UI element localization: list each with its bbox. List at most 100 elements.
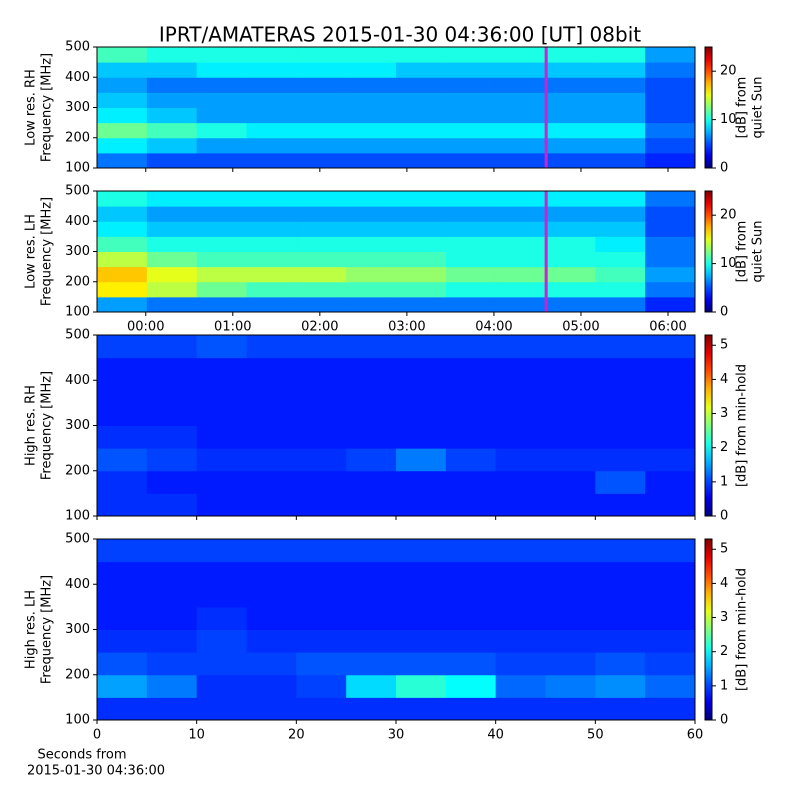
- heatmap-cell: [396, 107, 447, 124]
- heatmap-cell: [445, 697, 497, 721]
- heatmap-cell: [196, 448, 247, 472]
- colorbar-label: [dB] from: [735, 221, 750, 283]
- heatmap-cell: [396, 697, 447, 721]
- heatmap-cell: [346, 92, 397, 108]
- colorbar-tick-label: 1: [720, 678, 728, 693]
- heatmap-cell: [495, 191, 546, 207]
- x-tick-label: 06:00: [649, 320, 686, 335]
- heatmap-cell: [246, 402, 297, 426]
- heatmap-cell: [545, 674, 596, 698]
- heatmap-cell: [146, 152, 198, 169]
- heatmap-cell: [97, 281, 148, 298]
- colorbar-tick-label: 5: [720, 542, 728, 557]
- colorbar-tick-label: 4: [720, 372, 728, 387]
- heatmap-cell: [97, 122, 148, 139]
- heatmap-cell: [97, 380, 148, 404]
- heatmap-cell: [396, 77, 447, 93]
- heatmap-cell: [246, 266, 297, 283]
- heatmap-cell: [296, 539, 347, 563]
- heatmap-cell: [246, 357, 297, 381]
- heatmap-cell: [97, 62, 148, 78]
- heatmap-cell: [445, 629, 497, 653]
- y-tick-label: 400: [65, 373, 90, 388]
- y-tick-label: 100: [65, 161, 90, 176]
- heatmap-cell: [296, 470, 347, 494]
- colorbar-tick-label: 0: [720, 713, 728, 728]
- heatmap-cell: [445, 251, 497, 268]
- heatmap-cell: [97, 561, 148, 585]
- heatmap-cell: [146, 266, 198, 283]
- heatmap-cell: [346, 62, 397, 78]
- y-tick-label: 500: [65, 532, 90, 547]
- colorbar-tick-label: 0: [720, 161, 728, 176]
- heatmap-cell: [645, 206, 696, 222]
- heatmap-cell: [246, 77, 297, 93]
- y-axis-label: Low res. RH: [24, 69, 39, 146]
- heatmap-cell: [445, 425, 497, 449]
- heatmap-cell: [246, 380, 297, 404]
- heatmap-cell: [545, 296, 596, 313]
- heatmap-cell: [495, 652, 546, 676]
- heatmap-cell: [296, 448, 347, 472]
- heatmap-cell: [296, 152, 347, 169]
- heatmap-cell: [495, 629, 546, 653]
- heatmap-cell: [246, 62, 297, 78]
- colorbar-tick-label: 3: [720, 406, 728, 421]
- heatmap-cell: [346, 402, 397, 426]
- heatmap-cell: [296, 251, 347, 268]
- heatmap-cell: [495, 697, 546, 721]
- heatmap-cell: [246, 191, 297, 207]
- heatmap-cell: [545, 652, 596, 676]
- heatmap-cell: [396, 425, 447, 449]
- y-tick-label: 200: [65, 130, 90, 145]
- colorbar-label: [dB] from: [735, 77, 750, 139]
- heatmap-cell: [545, 425, 596, 449]
- heatmap-cell: [346, 357, 397, 381]
- heatmap-cell: [246, 251, 297, 268]
- y-tick-label: 500: [65, 40, 90, 55]
- heatmap-cell: [246, 137, 297, 154]
- heatmap-cell: [196, 296, 247, 313]
- heatmap-cell: [97, 448, 148, 472]
- heatmap-cell: [495, 402, 546, 426]
- heatmap-cell: [246, 92, 297, 108]
- heatmap-cell: [246, 335, 297, 359]
- heatmap-cell: [595, 62, 646, 78]
- heatmap-cell: [595, 402, 646, 426]
- heatmap-cell: [146, 470, 198, 494]
- heatmap-cell: [196, 266, 247, 283]
- heatmap-cell: [97, 674, 148, 698]
- heatmap-cell: [445, 152, 497, 169]
- heatmap-cell: [495, 448, 546, 472]
- heatmap-cell: [445, 539, 497, 563]
- heatmap-cell: [495, 92, 546, 108]
- heatmap-cell: [97, 221, 148, 237]
- heatmap-cell: [545, 122, 596, 139]
- heatmap-cell: [645, 357, 696, 381]
- heatmap-cell: [545, 266, 596, 283]
- heatmap-cell: [495, 77, 546, 93]
- heatmap-cell: [645, 191, 696, 207]
- heatmap-cell: [97, 266, 148, 283]
- heatmap-cell: [396, 137, 447, 154]
- heatmap-cell: [246, 584, 297, 608]
- heatmap-cell: [346, 281, 397, 298]
- heatmap-cell: [495, 47, 546, 63]
- colorbar-tick-label: 0: [720, 509, 728, 524]
- heatmap-cell: [445, 296, 497, 313]
- heatmap-cell: [246, 47, 297, 63]
- x-tick-label: 60: [687, 728, 704, 743]
- heatmap-cell: [495, 221, 546, 237]
- heatmap-cell: [396, 281, 447, 298]
- heatmap-cell: [196, 251, 247, 268]
- heatmap-cell: [595, 47, 646, 63]
- heatmap-cell: [396, 561, 447, 585]
- heatmap-cell: [346, 296, 397, 313]
- heatmap-cell: [595, 206, 646, 222]
- heatmap-cell: [445, 206, 497, 222]
- heatmap-cell: [396, 606, 447, 630]
- heatmap-cell: [97, 539, 148, 563]
- heatmap-cell: [346, 266, 397, 283]
- heatmap-cell: [246, 448, 297, 472]
- heatmap-cell: [445, 357, 497, 381]
